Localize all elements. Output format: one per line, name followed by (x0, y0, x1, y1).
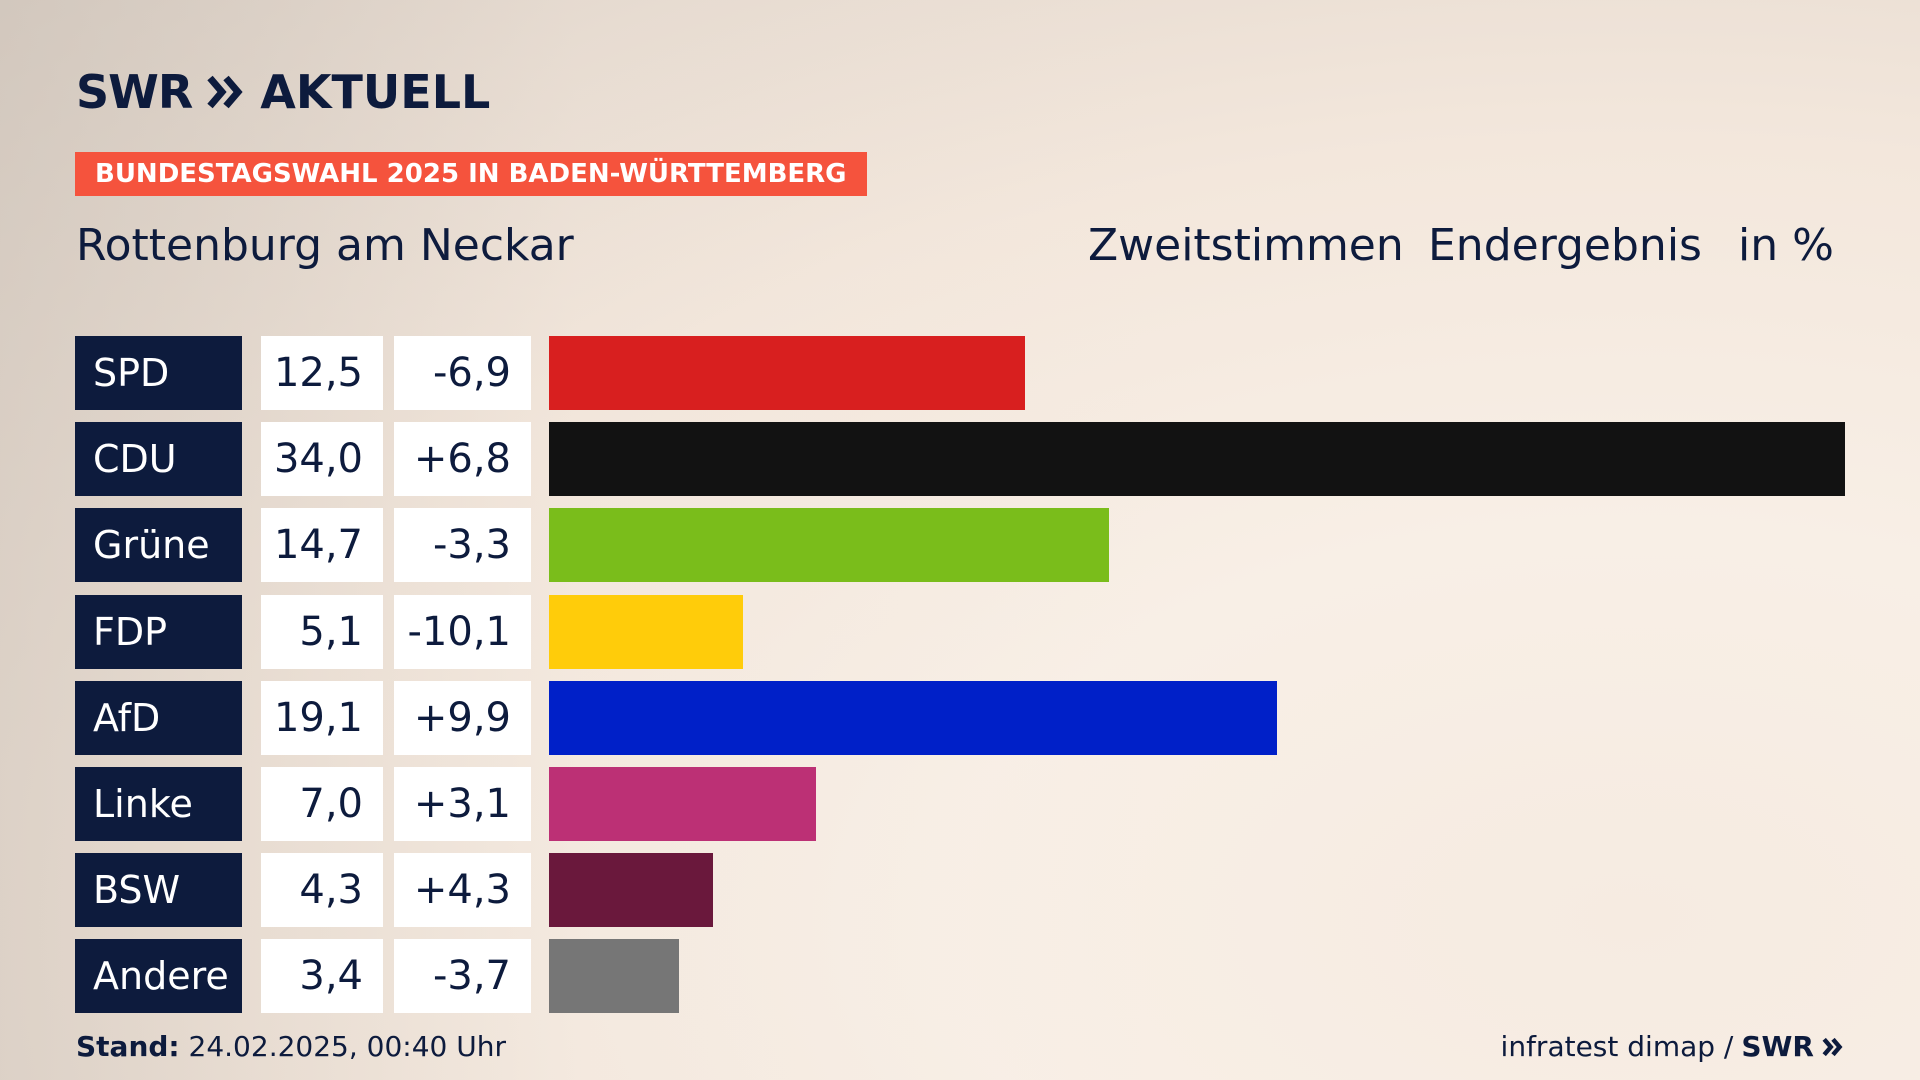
diff-label: -3,3 (394, 508, 531, 582)
value-label: 5,1 (261, 595, 383, 669)
value-label: 14,7 (261, 508, 383, 582)
diff-label: +9,9 (394, 681, 531, 755)
region-title: Rottenburg am Neckar (76, 220, 574, 271)
header-vote-type: Zweitstimmen (1088, 220, 1404, 271)
value-label: 3,4 (261, 939, 383, 1013)
diff-label: +6,8 (394, 422, 531, 496)
bar-andere (549, 939, 679, 1013)
header-status: Endergebnis (1428, 220, 1702, 271)
footer-stand: Stand: 24.02.2025, 00:40 Uhr (76, 1030, 506, 1063)
diff-label: -10,1 (394, 595, 531, 669)
diff-label: +4,3 (394, 853, 531, 927)
value-label: 34,0 (261, 422, 383, 496)
party-label: FDP (75, 595, 242, 669)
diff-label: +3,1 (394, 767, 531, 841)
party-label: SPD (75, 336, 242, 410)
bar-fdp (549, 595, 743, 669)
bar-grüne (549, 508, 1109, 582)
value-label: 19,1 (261, 681, 383, 755)
election-banner: BUNDESTAGSWAHL 2025 IN BADEN-WÜRTTEMBERG (75, 152, 867, 196)
footer-source: infratest dimap / SWR (1501, 1030, 1844, 1063)
swr-aktuell-logo: SWR AKTUELL (76, 62, 490, 122)
party-label: AfD (75, 681, 242, 755)
diff-label: -3,7 (394, 939, 531, 1013)
logo-swr-text: SWR (76, 65, 193, 119)
footer-chevron-icon (1822, 1037, 1843, 1056)
value-label: 7,0 (261, 767, 383, 841)
value-label: 4,3 (261, 853, 383, 927)
source-text: infratest dimap / (1500, 1030, 1734, 1063)
party-label: BSW (75, 853, 242, 927)
bar-cdu (549, 422, 1845, 496)
header-unit: in % (1738, 220, 1834, 271)
party-label: CDU (75, 422, 242, 496)
bar-spd (549, 336, 1025, 410)
logo-aktuell-text: AKTUELL (260, 65, 491, 119)
bar-bsw (549, 853, 713, 927)
bar-afd (549, 681, 1277, 755)
stand-value: 24.02.2025, 00:40 Uhr (188, 1030, 506, 1063)
value-label: 12,5 (261, 336, 383, 410)
party-label: Andere (75, 939, 242, 1013)
diff-label: -6,9 (394, 336, 531, 410)
bar-linke (549, 767, 816, 841)
double-chevron-icon (207, 75, 243, 109)
stand-label: Stand: (76, 1030, 180, 1063)
party-label: Grüne (75, 508, 242, 582)
party-label: Linke (75, 767, 242, 841)
footer-swr-logo: SWR (1741, 1030, 1814, 1063)
